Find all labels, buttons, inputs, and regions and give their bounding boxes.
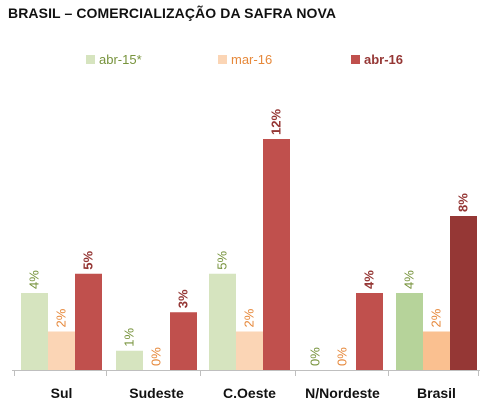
chart-title: BRASIL – COMERCIALIZAÇÃO DA SAFRA NOVA	[8, 5, 337, 21]
bar-sudeste-abr16	[170, 312, 197, 370]
bar-coeste-abr16	[263, 139, 290, 370]
legend-swatch-mar16	[218, 55, 227, 64]
bar-brasil-abr15	[396, 293, 423, 370]
category-label-coeste: C.Oeste	[223, 385, 276, 401]
bar-sudeste-abr15	[116, 350, 143, 370]
bar-sul-abr15	[21, 293, 48, 370]
value-label-coeste-mar16: 2%	[242, 308, 257, 327]
value-label-sudeste-abr16: 3%	[176, 289, 191, 308]
category-label-sul: Sul	[51, 385, 73, 401]
legend-label-mar16: mar-16	[231, 52, 272, 67]
category-label-brasil: Brasil	[417, 385, 456, 401]
value-label-nnordeste-mar16: 0%	[335, 347, 350, 366]
value-label-sul-abr16: 5%	[81, 251, 96, 270]
value-label-sul-abr15: 4%	[27, 270, 42, 289]
value-label-sudeste-abr15: 1%	[122, 328, 137, 347]
bar-brasil-mar16	[423, 331, 450, 370]
value-label-nnordeste-abr15: 0%	[308, 347, 323, 366]
bar-sul-mar16	[48, 331, 75, 370]
legend-swatch-abr16	[351, 55, 360, 64]
bar-coeste-abr15	[209, 273, 236, 370]
legend-swatch-abr15	[86, 55, 95, 64]
bar-brasil-abr16	[450, 216, 477, 370]
value-label-sudeste-mar16: 0%	[149, 347, 164, 366]
category-label-sudeste: Sudeste	[129, 385, 184, 401]
value-label-brasil-abr15: 4%	[402, 270, 417, 289]
legend-label-abr15: abr-15*	[99, 52, 142, 67]
legend-label-abr16: abr-16	[364, 52, 403, 67]
value-label-brasil-abr16: 8%	[456, 193, 471, 212]
value-label-sul-mar16: 2%	[54, 308, 69, 327]
category-label-nnordeste: N/Nordeste	[305, 385, 380, 401]
bar-nnordeste-abr16	[356, 293, 383, 370]
value-label-coeste-abr15: 5%	[215, 251, 230, 270]
value-label-brasil-mar16: 2%	[429, 308, 444, 327]
bar-coeste-mar16	[236, 331, 263, 370]
value-label-nnordeste-abr16: 4%	[362, 270, 377, 289]
bar-sul-abr16	[75, 273, 102, 370]
value-label-coeste-abr16: 12%	[269, 109, 284, 135]
